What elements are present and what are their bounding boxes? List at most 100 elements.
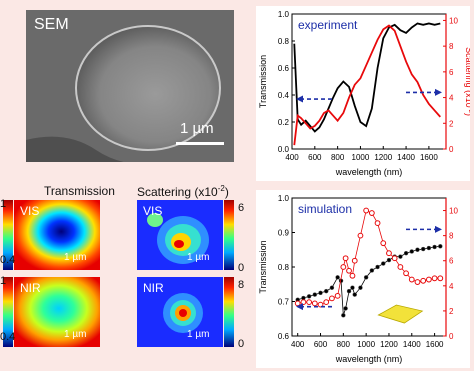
data-point (312, 292, 318, 297)
simulation-chart: 400 600 800 1000 1200 1400 1600 0.6 0.7 0.8 0.9 1.0… (256, 190, 470, 368)
y2-tick-label: 4 (449, 94, 454, 103)
transmission-map-vis: VIS 1 µm (14, 200, 100, 270)
data-point (352, 292, 357, 297)
x-tick-label: 1600 (426, 340, 444, 349)
data-point (346, 288, 352, 294)
y2-axis-label-close: ) (464, 113, 470, 116)
y2-axis-label-exp: -2 (467, 108, 470, 114)
map-scale-text: 1 µm (64, 252, 87, 263)
y-tick-label: 0.7 (278, 298, 290, 307)
y2-tick-label: 0 (449, 332, 454, 341)
experiment-chart: 400 600 800 1000 1200 1400 1600 0.0 0.2 0.4 0.6 0.8… (256, 6, 470, 181)
data-point (358, 285, 363, 290)
data-point (323, 288, 329, 294)
data-point (420, 277, 427, 284)
data-point (329, 285, 335, 290)
x-tick-label: 400 (285, 153, 299, 162)
data-point (363, 207, 370, 214)
map-scale-text: 1 µm (187, 252, 210, 263)
data-point (381, 261, 386, 266)
data-point (432, 244, 437, 250)
x-tick-label: 600 (314, 340, 328, 349)
x-tick-label: 1000 (357, 340, 375, 349)
y2-tick-label: 10 (449, 207, 458, 216)
chart-title: simulation (298, 202, 352, 216)
data-point (323, 299, 330, 306)
data-point (343, 306, 348, 311)
y-tick-label: 0.9 (278, 229, 290, 238)
maps-header-transmission: Transmission (44, 184, 115, 198)
data-point (397, 264, 404, 270)
data-point (380, 240, 387, 247)
y-tick-label: 0.6 (278, 332, 290, 341)
scat-scale-bottom-max: 8 (238, 279, 245, 291)
x-tick-label: 800 (331, 153, 345, 162)
y-tick-label: 1.0 (278, 194, 290, 203)
x-axis-label: wavelength (nm) (335, 354, 403, 364)
scat-scale-top-min: 0 (238, 262, 245, 274)
data-point (386, 250, 392, 257)
data-point (341, 313, 346, 318)
data-point (391, 255, 398, 262)
scattering-map-nir: NIR 1 µm (137, 277, 223, 347)
nanoparticle-shape (377, 304, 424, 324)
data-point (403, 250, 409, 256)
y2-tick-label: 2 (449, 307, 454, 316)
y2-tick-label: 10 (449, 16, 458, 25)
transmission-colorbar (3, 200, 13, 347)
data-point (425, 276, 432, 283)
data-point (351, 257, 358, 264)
y2-tick-label: 4 (449, 282, 454, 291)
data-point (357, 232, 364, 239)
series-line-scattering (297, 209, 441, 306)
data-point (408, 276, 415, 283)
data-point (318, 290, 323, 296)
data-point (409, 249, 415, 254)
data-point (438, 244, 443, 249)
y2-tick-label: 8 (449, 42, 454, 51)
data-point (329, 295, 335, 302)
data-point (306, 299, 313, 306)
data-point (335, 275, 340, 280)
transmission-map-nir: NIR 1 µm (14, 277, 100, 347)
data-point (350, 285, 355, 290)
left-arrow-head (296, 95, 303, 103)
series-line-transmission (293, 22, 441, 133)
data-point (368, 210, 375, 216)
trans-scale-top-max: 1 (0, 198, 7, 210)
x-tick-label: 800 (337, 340, 351, 349)
y-tick-label: 0.0 (278, 145, 290, 154)
y-axis-label: Transmission (258, 55, 268, 108)
data-point (415, 247, 420, 252)
y2-tick-label: 2 (449, 119, 454, 128)
data-point (306, 294, 312, 299)
y2-tick-label: 0 (449, 145, 454, 154)
map-tag-vis: VIS (143, 204, 163, 218)
x-axis-label: wavelength (nm) (335, 167, 403, 177)
data-point (403, 270, 409, 277)
trans-scale-top-min: 0.4 (0, 254, 16, 266)
data-point (340, 264, 347, 270)
map-tag-vis: VIS (20, 204, 40, 218)
data-point (414, 279, 421, 285)
data-point (300, 299, 307, 306)
y-tick-label: 0.8 (278, 37, 290, 46)
y2-axis-label-text: Scattering (x10 (464, 47, 470, 108)
map-tag-nir: NIR (143, 281, 164, 295)
data-point (374, 220, 381, 226)
scattering-colorbar (224, 200, 234, 347)
trans-scale-bottom-max: 1 (0, 275, 7, 287)
y2-tick-label: 6 (449, 257, 454, 266)
x-tick-label: 1000 (352, 153, 370, 162)
scat-scale-bottom-min: 0 (238, 338, 245, 350)
x-tick-label: 600 (308, 153, 322, 162)
data-point (369, 268, 375, 273)
sem-image: SEM 1 µm (26, 10, 234, 162)
data-point (375, 264, 380, 270)
y2-tick-label: 6 (449, 68, 454, 77)
data-point (346, 267, 352, 274)
x-tick-label: 1400 (397, 153, 415, 162)
right-arrow-head (435, 88, 442, 96)
y2-axis-label: Scattering (x10-2) (464, 47, 470, 116)
sem-label: SEM (34, 16, 69, 33)
